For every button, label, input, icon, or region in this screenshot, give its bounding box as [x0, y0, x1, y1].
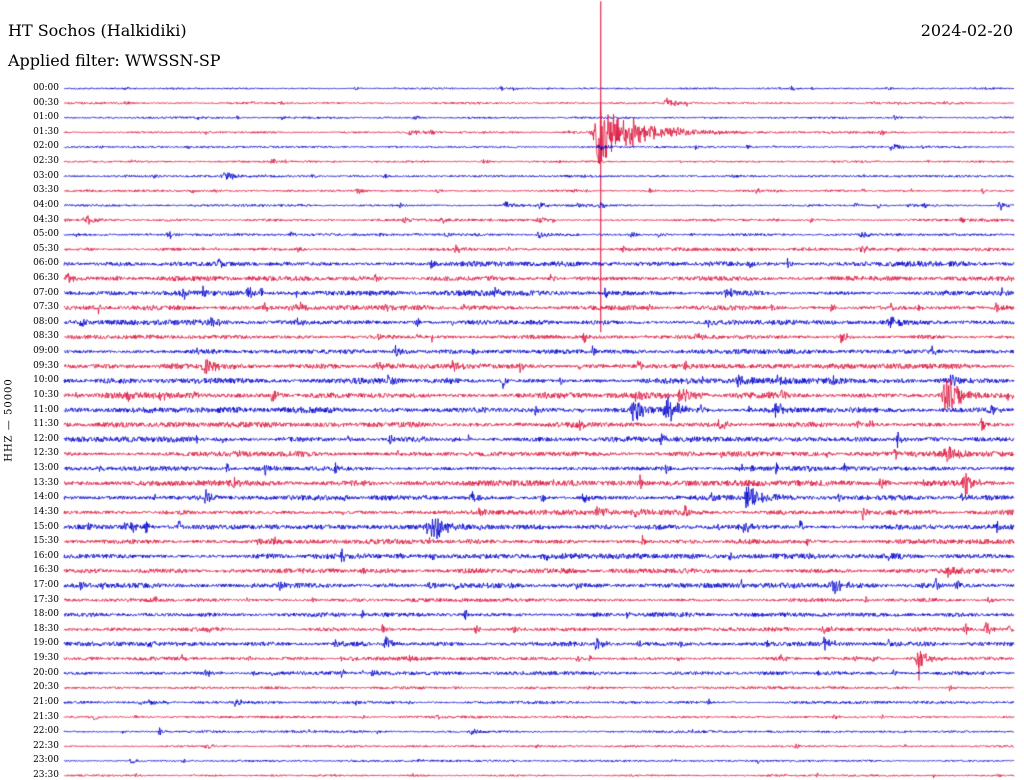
time-label: 15:30 [33, 536, 59, 547]
time-label: 10:00 [33, 375, 59, 386]
time-label: 03:00 [33, 170, 59, 181]
time-label: 22:00 [33, 726, 59, 737]
time-label: 04:30 [33, 214, 59, 225]
time-label: 13:00 [33, 463, 59, 474]
time-label: 23:30 [33, 769, 59, 780]
time-label: 14:00 [33, 492, 59, 503]
time-label: 13:30 [33, 477, 59, 488]
time-label: 12:00 [33, 433, 59, 444]
time-label: 01:30 [33, 126, 59, 137]
applied-filter-label: Applied filter: WWSSN-SP [8, 51, 221, 70]
time-label: 20:00 [33, 667, 59, 678]
time-label: 04:00 [33, 199, 59, 210]
time-label: 23:00 [33, 755, 59, 766]
time-label: 11:00 [33, 404, 59, 415]
time-label: 17:00 [33, 579, 59, 590]
time-label: 07:30 [33, 302, 59, 313]
time-label: 03:30 [33, 185, 59, 196]
time-label: 21:30 [33, 711, 59, 722]
time-label: 19:00 [33, 638, 59, 649]
time-label: 16:00 [33, 550, 59, 561]
time-label: 02:00 [33, 141, 59, 152]
time-label: 17:30 [33, 594, 59, 605]
date-label: 2024-02-20 [920, 21, 1013, 40]
time-label: 02:30 [33, 156, 59, 167]
time-label: 10:30 [33, 389, 59, 400]
time-label: 14:30 [33, 506, 59, 517]
time-label: 08:00 [33, 316, 59, 327]
time-label: 21:00 [33, 696, 59, 707]
time-label: 07:00 [33, 287, 59, 298]
time-label: 00:30 [33, 97, 59, 108]
time-label: 06:30 [33, 273, 59, 284]
time-label: 11:30 [33, 419, 59, 430]
time-label: 06:00 [33, 258, 59, 269]
time-label: 05:30 [33, 243, 59, 254]
time-label: 18:30 [33, 623, 59, 634]
time-label: 20:30 [33, 682, 59, 693]
time-label: 16:30 [33, 565, 59, 576]
station-title: HT Sochos (Halkidiki) [8, 21, 187, 40]
time-label: 12:30 [33, 448, 59, 459]
time-label: 00:00 [33, 83, 59, 93]
time-label: 18:00 [33, 609, 59, 620]
time-label: 22:30 [33, 740, 59, 751]
time-label: 05:00 [33, 229, 59, 240]
time-label: 09:30 [33, 360, 59, 371]
time-label: 19:30 [33, 653, 59, 664]
time-label: 08:30 [33, 331, 59, 342]
time-label: 09:00 [33, 346, 59, 357]
time-label: 15:00 [33, 521, 59, 532]
time-label: 01:00 [33, 112, 59, 123]
